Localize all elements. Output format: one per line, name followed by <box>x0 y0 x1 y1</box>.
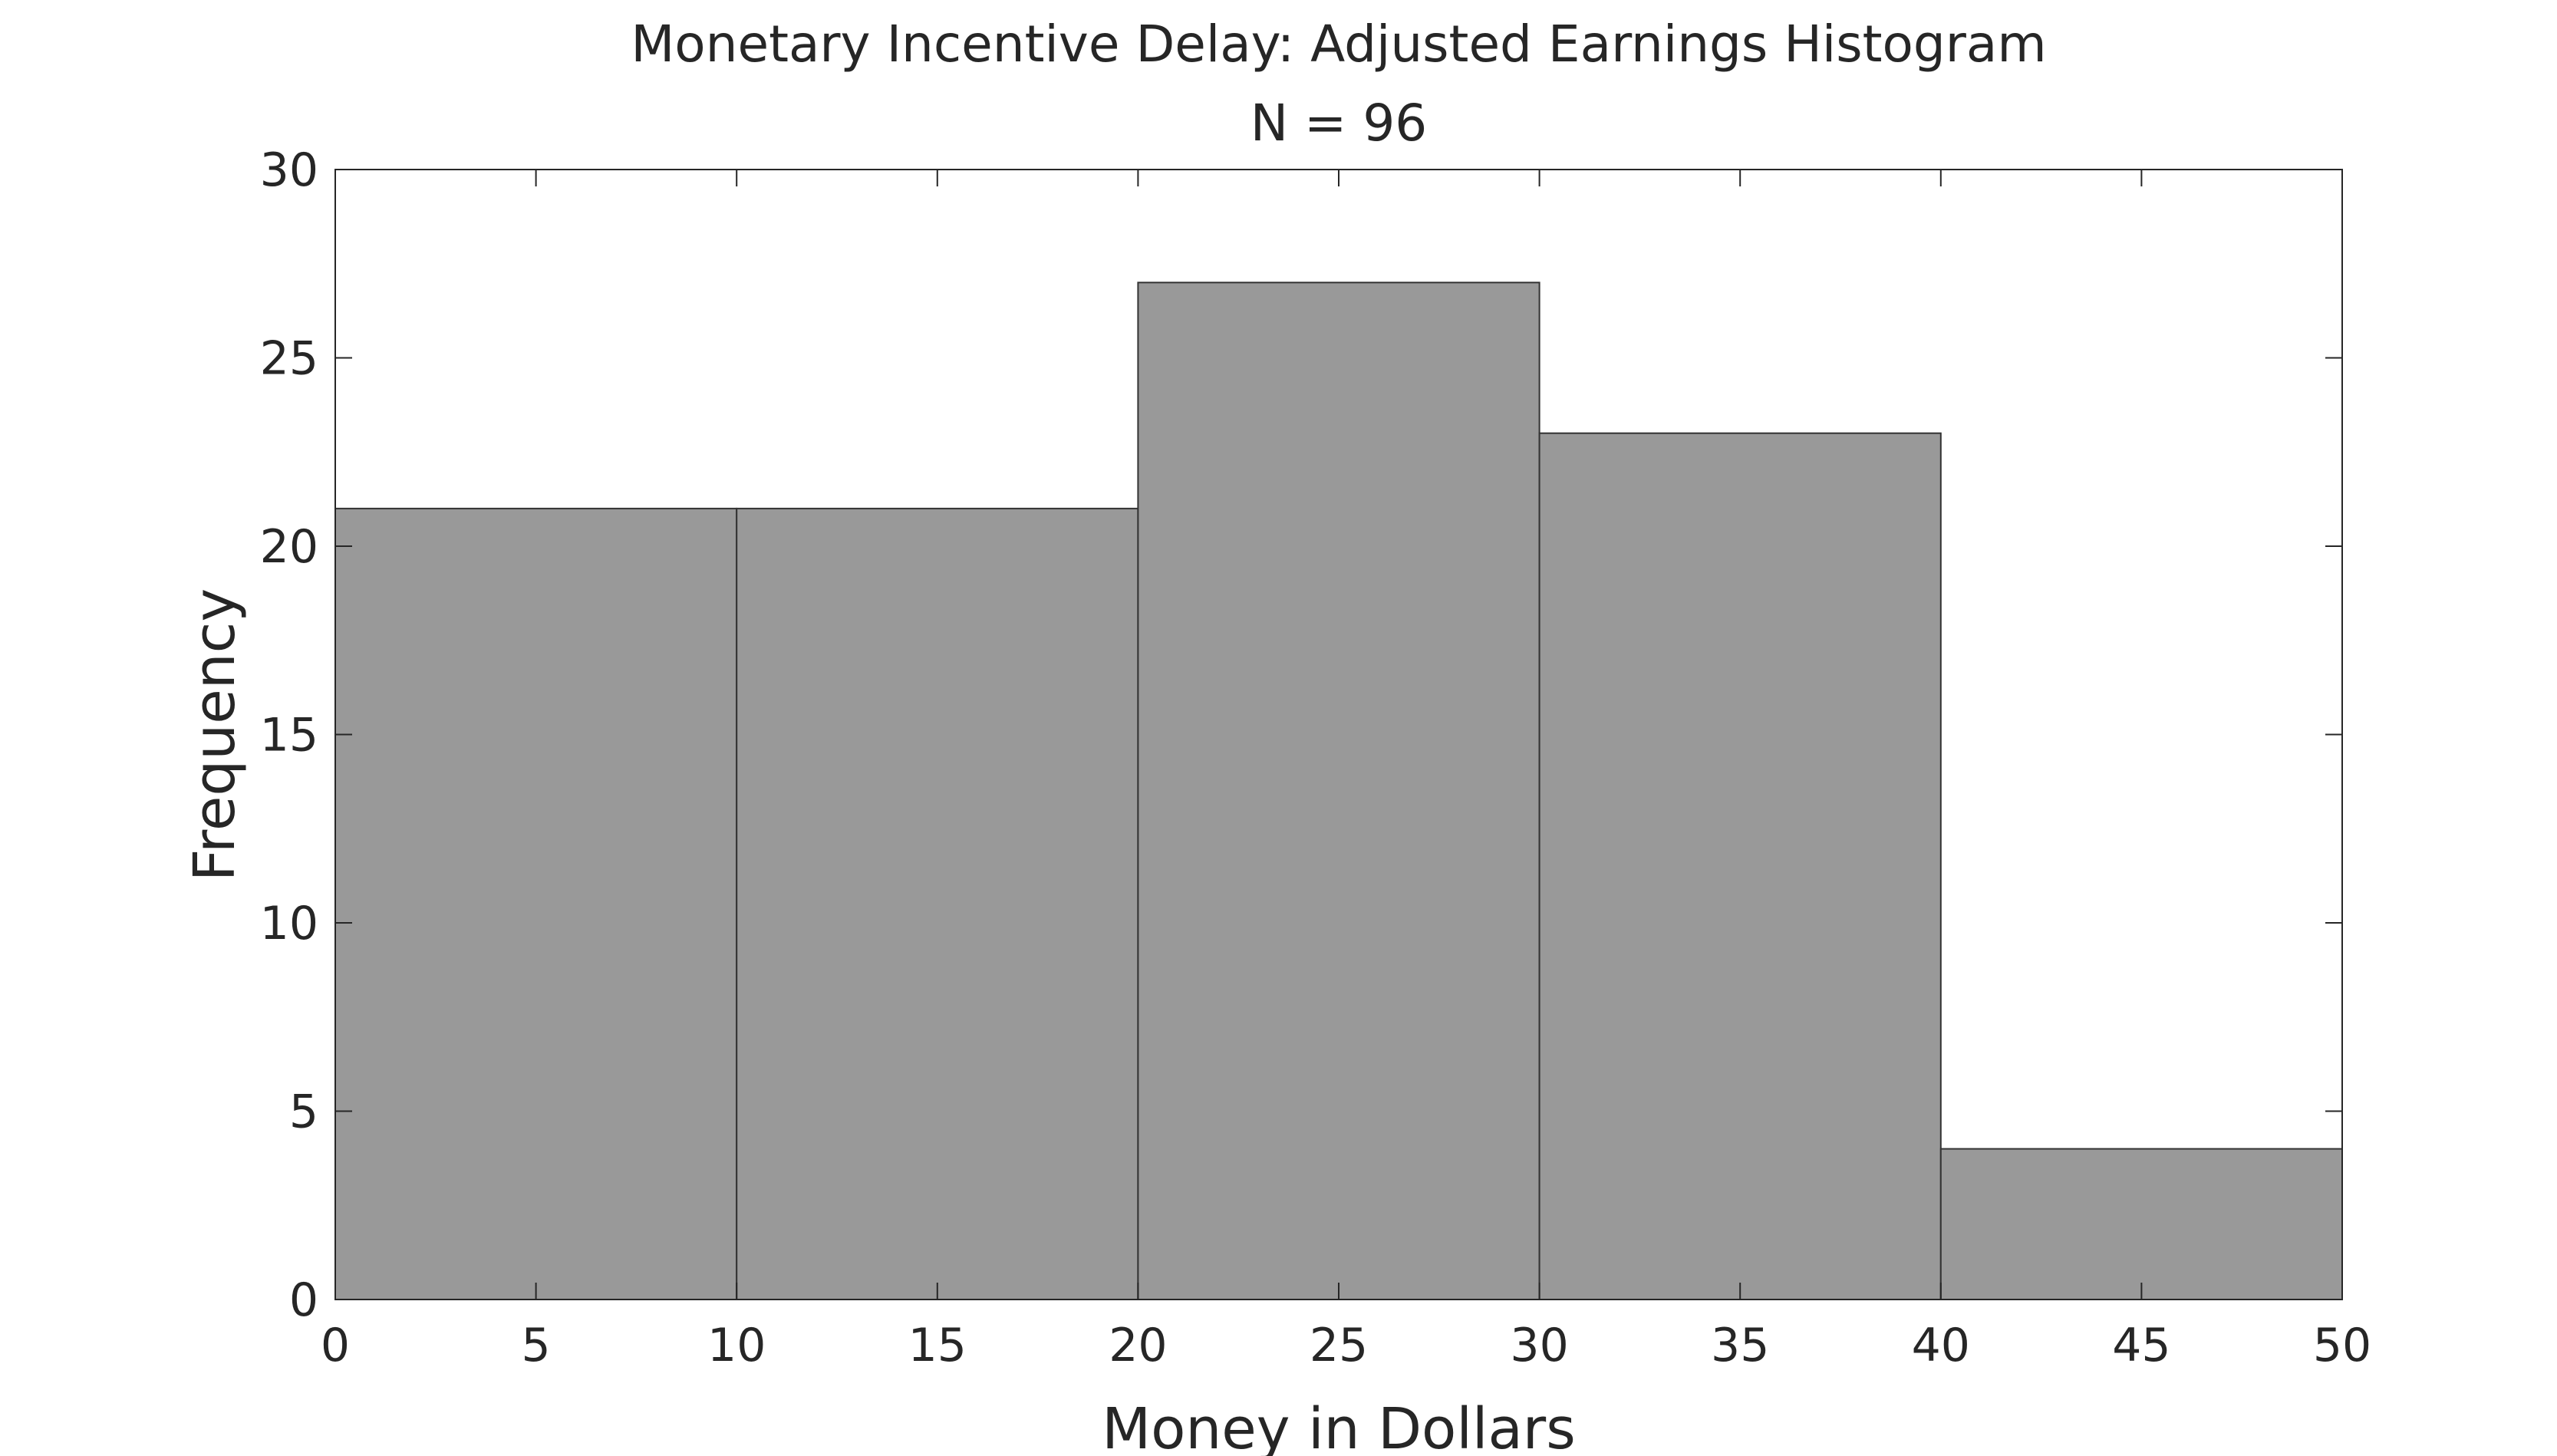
plot-frame <box>334 169 2343 1300</box>
x-tick-label: 15 <box>908 1319 967 1372</box>
x-tick-label: 10 <box>707 1319 766 1372</box>
chart-subtitle: N = 96 <box>1250 94 1428 153</box>
histogram-bar <box>1538 432 1942 1301</box>
y-tick-label: 30 <box>260 143 318 197</box>
histogram-bar <box>1939 1148 2344 1300</box>
x-tick-label: 5 <box>522 1319 551 1372</box>
bars-layer <box>334 282 2344 1301</box>
x-tick-labels: 0 5 10 15 20 25 30 35 40 45 50 <box>321 1319 2371 1372</box>
y-tick-label: 25 <box>260 332 318 386</box>
histogram-bar <box>334 507 738 1300</box>
x-tick-label: 40 <box>1912 1319 1970 1372</box>
y-axis-label: Frequency <box>182 588 248 881</box>
x-tick-label: 20 <box>1109 1319 1167 1372</box>
histogram-bar <box>1137 282 1540 1300</box>
x-tick-label: 0 <box>321 1319 350 1372</box>
chart-title: Monetary Incentive Delay: Adjusted Earni… <box>631 15 2046 74</box>
x-tick-label: 45 <box>2112 1319 2170 1372</box>
y-tick-label: 15 <box>260 709 318 763</box>
x-tick-label: 25 <box>1310 1319 1368 1372</box>
x-tick-label: 35 <box>1711 1319 1769 1372</box>
x-tick-label: 30 <box>1510 1319 1568 1372</box>
y-tick-label: 0 <box>289 1273 318 1327</box>
y-tick-label: 20 <box>260 520 318 574</box>
histogram-bar <box>736 507 1139 1300</box>
y-tick-label: 5 <box>289 1085 318 1139</box>
x-axis-label: Money in Dollars <box>1102 1396 1576 1456</box>
x-tick-label: 50 <box>2313 1319 2371 1372</box>
y-tick-labels: 0 5 10 15 20 25 30 <box>260 143 318 1327</box>
y-tick-label: 10 <box>260 897 318 950</box>
